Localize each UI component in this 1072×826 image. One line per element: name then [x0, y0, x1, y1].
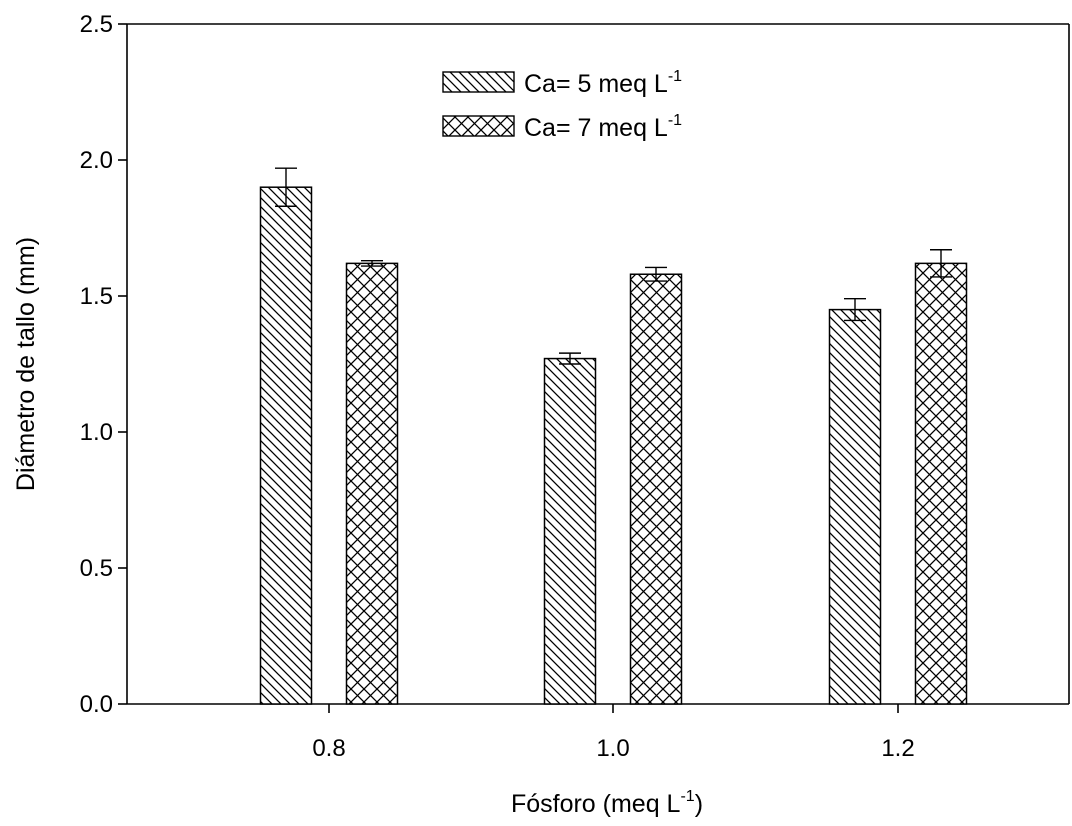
error-bar-series2-1.0: [645, 266, 667, 282]
error-bar-series2-0.8: [361, 259, 383, 267]
legend: Ca= 5 meq L-1 Ca= 7 meq L-1: [442, 68, 682, 142]
y-tick-label-4: 2.0: [80, 147, 113, 174]
error-bars-group: [275, 167, 952, 365]
error-bar-series1-0.8: [275, 167, 297, 207]
error-bar-series1-1.2: [844, 298, 866, 322]
x-axis: 0.8 1.0 1.2: [312, 704, 915, 762]
legend-swatch-ca7: [442, 115, 515, 137]
x-axis-title: Fósforo (meq L-1): [511, 788, 703, 818]
bar-series2-1.2: [914, 262, 968, 705]
bar-series1-1.2: [828, 308, 882, 705]
y-tick-label-2: 1.0: [80, 419, 113, 446]
y-axis-title: Diámetro de tallo (mm): [12, 237, 40, 491]
bar-series1-1.0: [543, 357, 597, 705]
legend-swatch-ca5: [442, 71, 515, 93]
x-tick-label-2: 1.2: [881, 735, 914, 762]
bars-group: [259, 186, 968, 705]
y-tick-label-5: 2.5: [80, 11, 113, 38]
x-tick-label-0: 0.8: [312, 735, 345, 762]
legend-label-ca5: Ca= 5 meq L-1: [524, 68, 682, 98]
error-bar-series2-1.2: [930, 249, 952, 278]
y-tick-label-1: 0.5: [80, 555, 113, 582]
error-bar-series1-1.0: [559, 352, 581, 365]
bar-series2-0.8: [345, 262, 399, 705]
y-tick-label-3: 1.5: [80, 283, 113, 310]
y-axis: 0.0 0.5 1.0 1.5 2.0 2.5: [80, 11, 127, 718]
legend-label-ca7: Ca= 7 meq L-1: [524, 112, 682, 142]
bar-series1-0.8: [259, 186, 313, 705]
bar-series2-1.0: [629, 273, 683, 705]
x-tick-label-1: 1.0: [596, 735, 629, 762]
y-tick-label-0: 0.0: [80, 691, 113, 718]
